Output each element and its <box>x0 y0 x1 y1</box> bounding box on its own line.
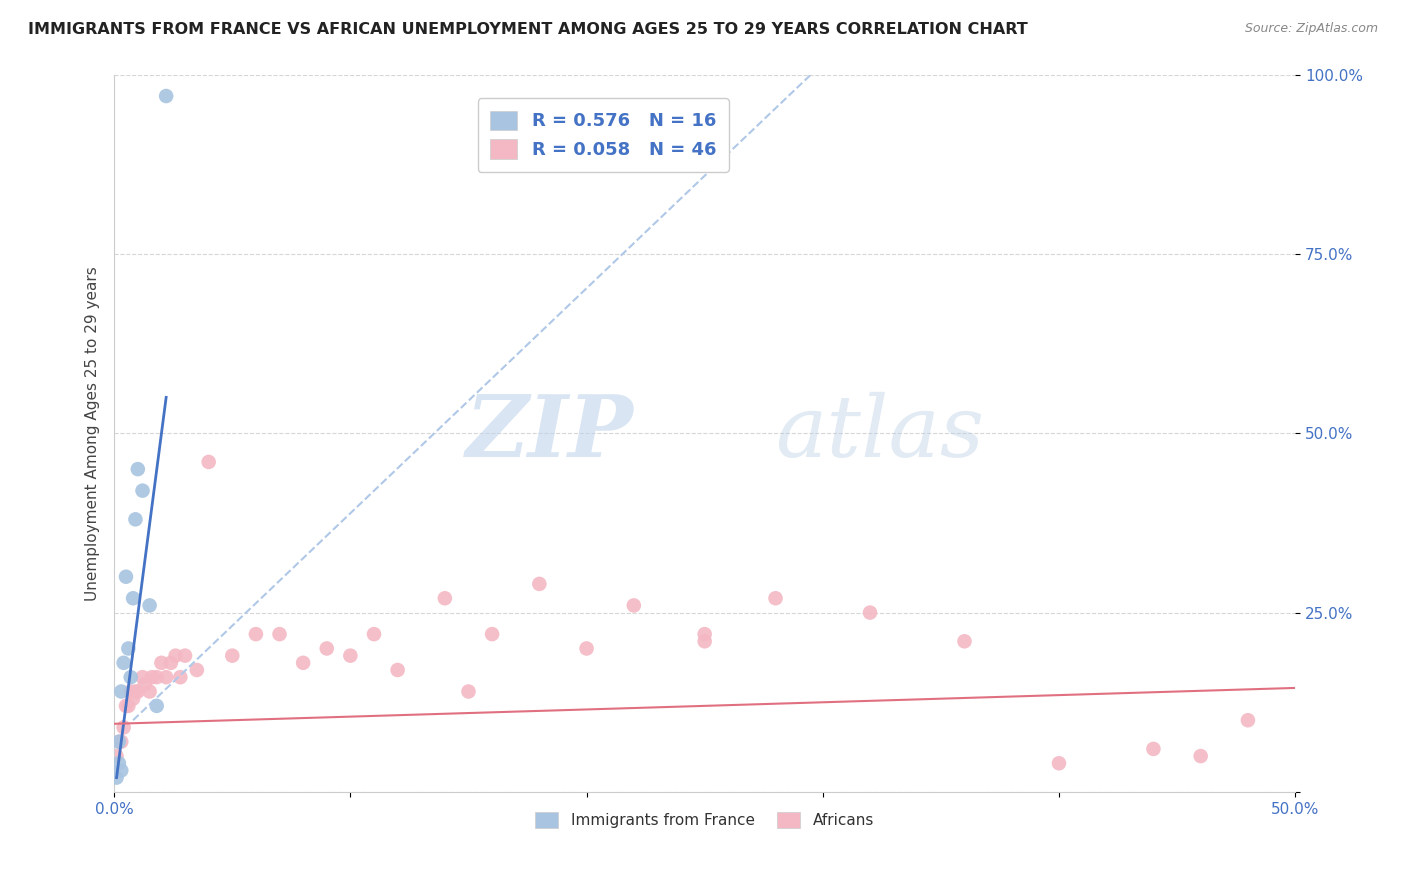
Point <box>953 634 976 648</box>
Point <box>145 670 167 684</box>
Point <box>1237 713 1260 727</box>
Point <box>138 599 160 613</box>
Point <box>110 764 132 778</box>
Point <box>134 677 156 691</box>
Point <box>105 749 128 764</box>
Point <box>457 684 479 698</box>
Text: IMMIGRANTS FROM FRANCE VS AFRICAN UNEMPLOYMENT AMONG AGES 25 TO 29 YEARS CORRELA: IMMIGRANTS FROM FRANCE VS AFRICAN UNEMPL… <box>28 22 1028 37</box>
Point <box>1189 749 1212 764</box>
Point <box>122 591 145 606</box>
Y-axis label: Unemployment Among Ages 25 to 29 years: Unemployment Among Ages 25 to 29 years <box>86 266 100 600</box>
Point <box>765 591 787 606</box>
Point <box>108 735 131 749</box>
Point <box>315 641 337 656</box>
Point <box>117 641 139 656</box>
Point <box>169 670 191 684</box>
Point <box>245 627 267 641</box>
Point <box>693 634 716 648</box>
Point <box>105 771 128 785</box>
Point <box>115 570 138 584</box>
Point <box>110 735 132 749</box>
Point <box>110 684 132 698</box>
Point <box>693 627 716 641</box>
Point <box>155 89 177 103</box>
Text: Source: ZipAtlas.com: Source: ZipAtlas.com <box>1244 22 1378 36</box>
Point <box>141 670 163 684</box>
Point <box>292 656 315 670</box>
Point <box>529 577 551 591</box>
Point <box>269 627 291 641</box>
Point <box>575 641 598 656</box>
Point <box>363 627 385 641</box>
Point <box>160 656 183 670</box>
Text: ZIP: ZIP <box>465 392 634 475</box>
Point <box>145 698 167 713</box>
Point <box>124 684 146 698</box>
Point <box>122 691 145 706</box>
Point <box>1047 756 1070 771</box>
Point <box>127 684 149 698</box>
Point <box>112 656 135 670</box>
Point <box>120 670 142 684</box>
Point <box>124 512 146 526</box>
Point <box>481 627 503 641</box>
Point <box>387 663 409 677</box>
Point <box>131 670 153 684</box>
Point <box>859 606 882 620</box>
Legend: Immigrants from France, Africans: Immigrants from France, Africans <box>529 806 880 835</box>
Point <box>131 483 153 498</box>
Point <box>120 684 142 698</box>
Point <box>433 591 456 606</box>
Point <box>138 684 160 698</box>
Point <box>150 656 173 670</box>
Point <box>127 462 149 476</box>
Point <box>221 648 243 663</box>
Point <box>155 670 177 684</box>
Point <box>117 698 139 713</box>
Point <box>339 648 361 663</box>
Point <box>186 663 208 677</box>
Point <box>623 599 645 613</box>
Point <box>174 648 197 663</box>
Point <box>108 756 131 771</box>
Point <box>197 455 219 469</box>
Point <box>115 698 138 713</box>
Point <box>108 735 131 749</box>
Text: atlas: atlas <box>776 392 984 475</box>
Point <box>165 648 187 663</box>
Point <box>1142 742 1164 756</box>
Point <box>112 720 135 734</box>
